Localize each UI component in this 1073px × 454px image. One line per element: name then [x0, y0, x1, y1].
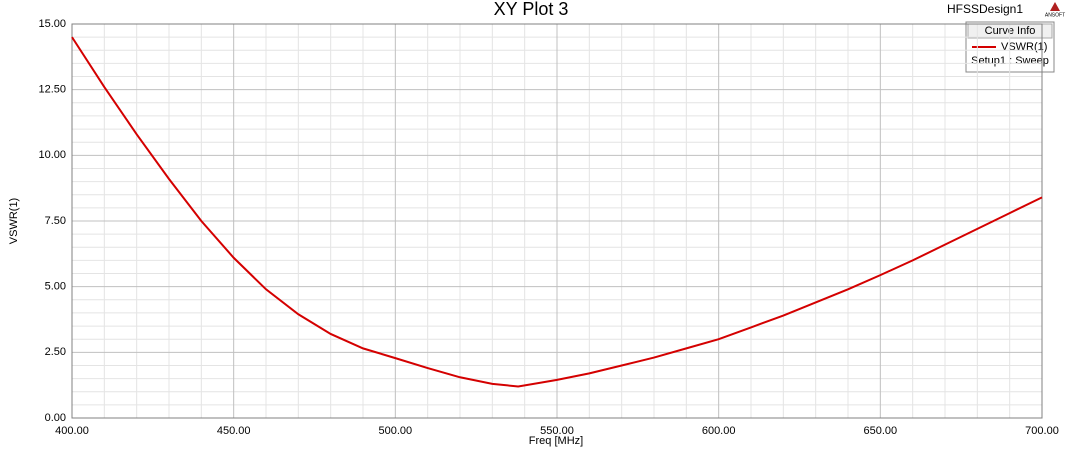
x-axis-label: Freq [MHz] [529, 435, 583, 447]
line-series [71, 36, 1043, 388]
logo-text: ANSOFT [1045, 12, 1065, 18]
y-axis-label: VSWR(1) [8, 198, 20, 244]
x-tick-label: 400.00 [55, 425, 89, 437]
x-tick-label: 650.00 [864, 425, 898, 437]
y-tick-label: 0.00 [45, 412, 66, 424]
logo-icon [1050, 2, 1060, 11]
x-tick-label: 600.00 [702, 425, 736, 437]
y-tick-label: 2.50 [45, 346, 66, 358]
y-tick-label: 12.50 [38, 84, 66, 96]
x-tick-label: 700.00 [1025, 425, 1059, 437]
y-tick-label: 7.50 [45, 215, 66, 227]
x-tick-label: 550.00 [540, 425, 574, 437]
x-tick-label: 500.00 [379, 425, 413, 437]
plot-frame [71, 23, 1043, 419]
legend-label: VSWR(1) [1001, 41, 1047, 53]
x-tick-label: 450.00 [217, 425, 251, 437]
chart-title: XY Plot 3 [494, 0, 569, 19]
y-tick-label: 10.00 [38, 149, 66, 161]
design-name: HFSSDesign1 [947, 2, 1023, 16]
y-tick-label: 5.00 [45, 281, 66, 293]
y-tick-label: 15.00 [38, 18, 66, 30]
